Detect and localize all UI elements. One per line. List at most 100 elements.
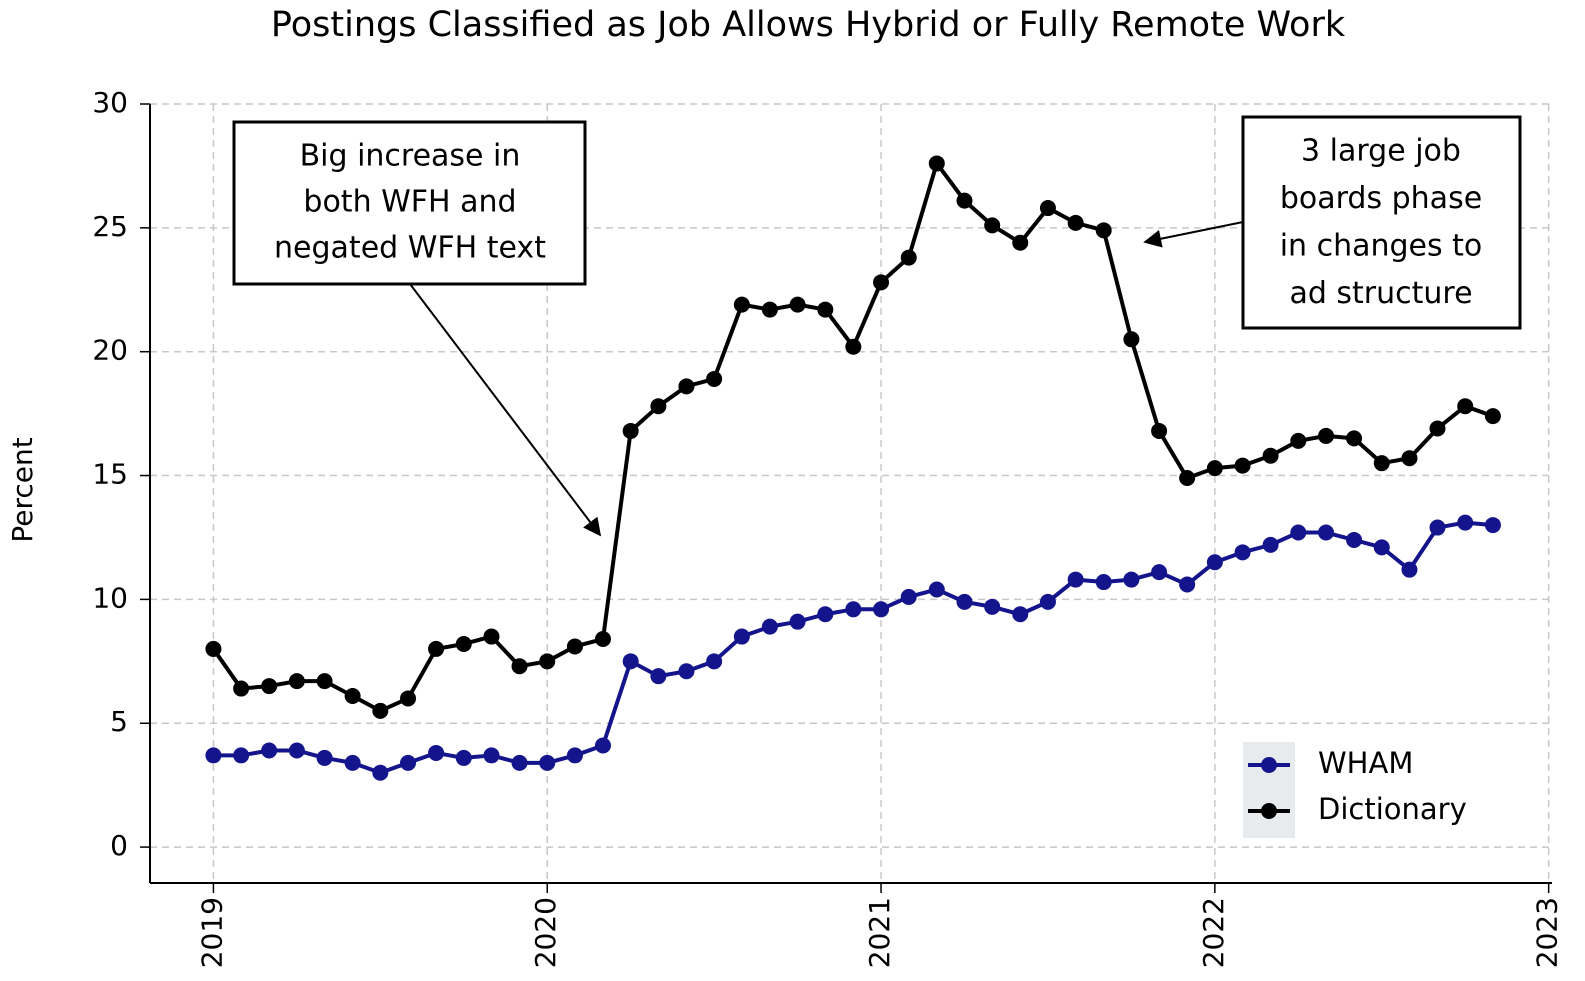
data-point (1234, 544, 1251, 561)
data-point (706, 653, 723, 670)
data-point (1318, 524, 1335, 541)
data-point (1429, 519, 1446, 536)
data-point (1012, 606, 1029, 623)
data-point (1012, 234, 1029, 251)
data-point (733, 296, 750, 313)
data-point (344, 687, 361, 704)
data-point (678, 378, 695, 395)
data-point (400, 754, 417, 771)
x-tick-label: 2022 (1197, 897, 1230, 968)
data-point (261, 742, 278, 759)
data-point (1039, 200, 1056, 217)
data-point (1262, 447, 1279, 464)
x-tick-label: 2019 (195, 897, 228, 968)
legend-marker (1261, 803, 1277, 819)
data-point (1123, 571, 1140, 588)
data-point (428, 744, 445, 761)
legend-label: WHAM (1318, 746, 1413, 780)
data-point (1290, 432, 1307, 449)
data-point (1429, 420, 1446, 437)
data-point (984, 598, 1001, 615)
data-point (650, 668, 667, 685)
data-point (706, 370, 723, 387)
annotation-text: negated WFH text (274, 231, 546, 266)
annotation-text: both WFH and (303, 185, 516, 220)
data-point (1484, 517, 1501, 534)
data-point (511, 658, 528, 675)
legend-marker (1261, 757, 1277, 773)
data-point (511, 754, 528, 771)
data-point (622, 422, 639, 439)
data-point (1179, 470, 1196, 487)
data-point (1206, 554, 1223, 571)
data-point (566, 638, 583, 655)
x-tick-label: 2023 (1531, 897, 1564, 968)
data-point (1151, 564, 1168, 581)
data-point (761, 618, 778, 635)
data-point (928, 155, 945, 172)
data-point (233, 680, 250, 697)
data-point (1039, 593, 1056, 610)
data-point (483, 628, 500, 645)
data-point (984, 217, 1001, 234)
data-point (1290, 524, 1307, 541)
data-point (1067, 571, 1084, 588)
data-point (316, 673, 333, 690)
data-point (1067, 214, 1084, 231)
legend-label: Dictionary (1318, 792, 1467, 826)
data-point (789, 613, 806, 630)
y-tick-label: 15 (92, 458, 128, 491)
data-point (1457, 398, 1474, 415)
annotation-text: ad structure (1289, 276, 1472, 311)
annotation-box (232, 120, 587, 286)
data-point (539, 754, 556, 771)
data-point (1373, 455, 1390, 472)
y-tick-label: 30 (92, 86, 128, 119)
data-point (483, 747, 500, 764)
x-tick-label: 2021 (863, 897, 896, 968)
data-point (928, 581, 945, 598)
data-point (344, 754, 361, 771)
annotation-arrow (1143, 221, 1244, 248)
legend-background (1243, 742, 1295, 838)
data-point (873, 601, 890, 618)
data-point (956, 192, 973, 209)
annotation-arrow (409, 283, 602, 537)
data-point (1318, 427, 1335, 444)
data-point (789, 296, 806, 313)
data-point (1373, 539, 1390, 556)
data-point (1151, 422, 1168, 439)
data-point (845, 338, 862, 355)
data-point (372, 702, 389, 719)
data-point (1457, 514, 1474, 531)
data-point (288, 742, 305, 759)
data-point (205, 640, 222, 657)
data-point (873, 274, 890, 291)
data-point (900, 588, 917, 605)
data-point (678, 663, 695, 680)
annotation-text: boards phase (1280, 181, 1482, 216)
y-tick-label: 25 (92, 210, 128, 243)
data-point (1234, 457, 1251, 474)
data-point (1262, 536, 1279, 553)
annotation-text: Big increase in (300, 139, 521, 174)
data-point (400, 690, 417, 707)
data-point (1095, 574, 1112, 591)
data-point (455, 635, 472, 652)
data-point (761, 301, 778, 318)
data-point (372, 764, 389, 781)
data-point (650, 398, 667, 415)
data-point (956, 593, 973, 610)
y-tick-label: 10 (92, 581, 128, 614)
x-tick-label: 2020 (529, 897, 562, 968)
annotation-text: in changes to (1280, 229, 1483, 264)
data-point (1346, 430, 1363, 447)
chart-title: Postings Classified as Job Allows Hybrid… (271, 5, 1346, 45)
data-point (817, 301, 834, 318)
data-point (288, 673, 305, 690)
y-tick-label: 5 (110, 705, 128, 738)
data-point (845, 601, 862, 618)
data-point (455, 749, 472, 766)
data-point (817, 606, 834, 623)
